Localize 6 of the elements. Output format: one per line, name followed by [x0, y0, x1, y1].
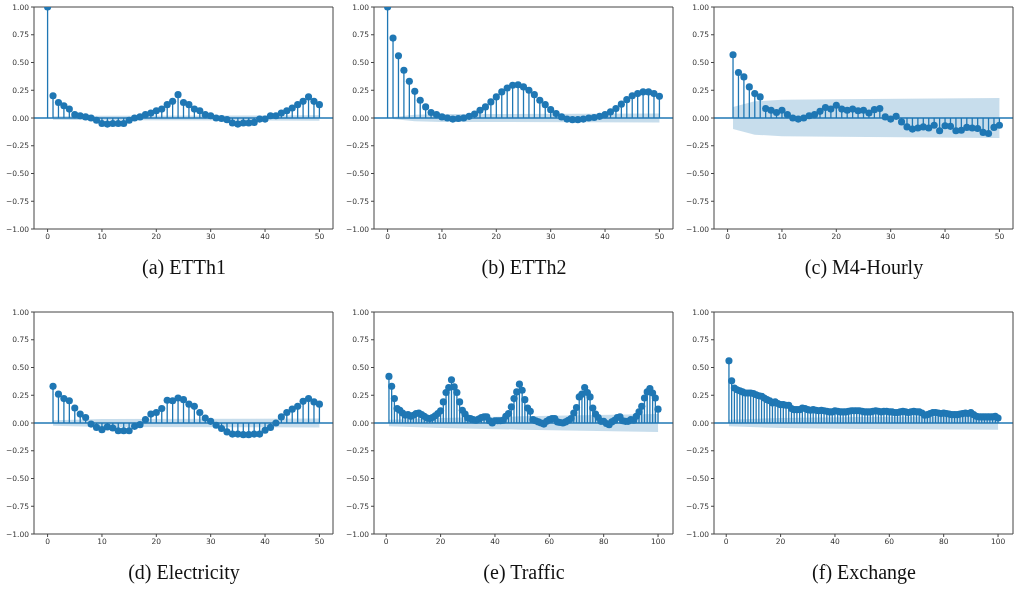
text: (e) Traffic — [482, 561, 566, 584]
text: (d) Electricity — [127, 561, 241, 584]
text: (a) ETTh1 — [141, 256, 227, 279]
text: (c) M4-Hourly — [803, 256, 925, 279]
text: (b) ETTh2 — [480, 256, 568, 279]
text: (f) Exchange — [811, 561, 917, 584]
